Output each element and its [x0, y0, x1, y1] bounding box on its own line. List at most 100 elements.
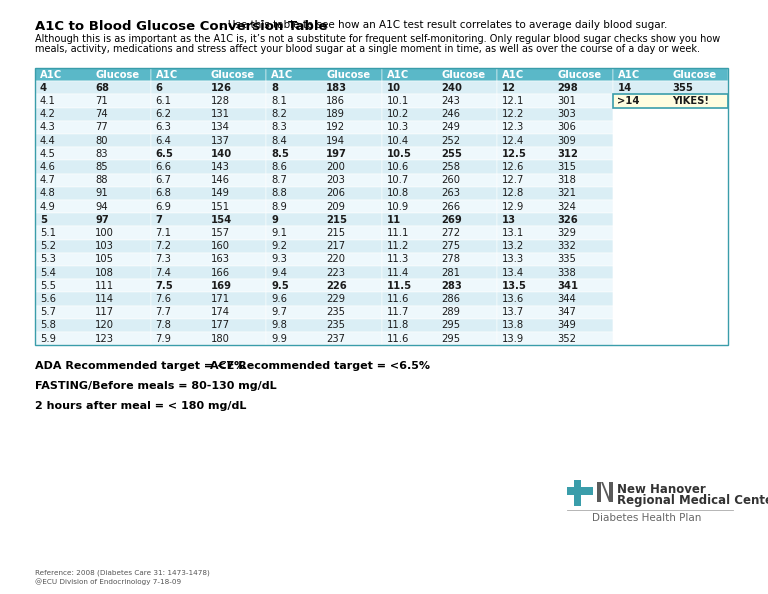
Bar: [151, 160, 266, 173]
Text: Glucose: Glucose: [557, 69, 601, 80]
Bar: [613, 292, 728, 305]
Text: 171: 171: [210, 294, 230, 304]
Bar: [497, 200, 613, 213]
Text: 197: 197: [326, 149, 347, 159]
Bar: [382, 319, 497, 332]
Text: @ECU Division of Endocrinology 7-18-09: @ECU Division of Endocrinology 7-18-09: [35, 578, 181, 584]
Bar: [382, 187, 497, 200]
Text: 318: 318: [557, 175, 576, 185]
Bar: [497, 173, 613, 187]
Bar: [613, 147, 728, 160]
Bar: [151, 253, 266, 266]
Bar: [613, 319, 728, 332]
Text: 332: 332: [557, 241, 576, 251]
Text: 12: 12: [502, 83, 516, 93]
Bar: [497, 187, 613, 200]
Text: 295: 295: [442, 334, 461, 343]
Bar: [266, 187, 382, 200]
Bar: [35, 68, 151, 81]
Bar: [35, 239, 151, 253]
Bar: [35, 226, 151, 239]
Text: 341: 341: [557, 281, 578, 291]
Text: 10.9: 10.9: [386, 201, 409, 211]
Text: 298: 298: [557, 83, 578, 93]
Text: A1C: A1C: [386, 69, 409, 80]
Bar: [613, 187, 728, 200]
Text: 215: 215: [326, 228, 345, 238]
Text: 10.3: 10.3: [386, 122, 409, 132]
Text: 10.2: 10.2: [386, 109, 409, 119]
Bar: [497, 147, 613, 160]
Text: 13.2: 13.2: [502, 241, 525, 251]
Bar: [382, 332, 497, 345]
Text: 169: 169: [210, 281, 232, 291]
Bar: [613, 94, 728, 108]
Text: 8.7: 8.7: [271, 175, 287, 185]
Text: 283: 283: [442, 281, 462, 291]
Text: 120: 120: [95, 320, 114, 330]
Text: 321: 321: [557, 188, 576, 198]
Text: 13: 13: [502, 215, 516, 225]
Text: 329: 329: [557, 228, 576, 238]
Text: 6.3: 6.3: [155, 122, 171, 132]
Text: 306: 306: [557, 122, 576, 132]
Bar: [35, 253, 151, 266]
Bar: [151, 239, 266, 253]
Bar: [35, 160, 151, 173]
Text: 12.9: 12.9: [502, 201, 525, 211]
Text: 312: 312: [557, 149, 578, 159]
Text: 4.8: 4.8: [40, 188, 56, 198]
Bar: [266, 292, 382, 305]
Text: 5.8: 5.8: [40, 320, 56, 330]
Text: 5.2: 5.2: [40, 241, 56, 251]
Bar: [266, 108, 382, 121]
Bar: [497, 332, 613, 345]
Bar: [382, 226, 497, 239]
Text: 6.1: 6.1: [155, 96, 171, 106]
Text: 8: 8: [271, 83, 278, 93]
Text: 88: 88: [95, 175, 108, 185]
Text: 97: 97: [95, 215, 109, 225]
Bar: [151, 121, 266, 134]
Bar: [382, 266, 497, 279]
Bar: [266, 200, 382, 213]
Bar: [35, 81, 151, 94]
Text: 4.3: 4.3: [40, 122, 56, 132]
Text: 10.4: 10.4: [386, 135, 409, 146]
Bar: [266, 160, 382, 173]
Text: Glucose: Glucose: [673, 69, 717, 80]
Text: ACE Recommended target = <6.5%: ACE Recommended target = <6.5%: [210, 361, 430, 371]
Bar: [151, 187, 266, 200]
Bar: [151, 213, 266, 226]
Bar: [613, 81, 728, 94]
Bar: [613, 121, 728, 134]
Text: 4.1: 4.1: [40, 96, 56, 106]
Text: 5.7: 5.7: [40, 307, 56, 317]
Text: 206: 206: [326, 188, 345, 198]
Bar: [382, 279, 497, 292]
Bar: [151, 292, 266, 305]
Text: 13.1: 13.1: [502, 228, 525, 238]
Text: 9.9: 9.9: [271, 334, 287, 343]
Text: 286: 286: [442, 294, 461, 304]
Bar: [151, 68, 266, 81]
Polygon shape: [601, 482, 611, 502]
Bar: [382, 213, 497, 226]
Text: 180: 180: [210, 334, 230, 343]
Bar: [382, 134, 497, 147]
Text: 10.5: 10.5: [386, 149, 412, 159]
Text: 258: 258: [442, 162, 461, 172]
Bar: [35, 332, 151, 345]
Text: 128: 128: [210, 96, 230, 106]
Bar: [497, 121, 613, 134]
Text: 5.1: 5.1: [40, 228, 56, 238]
Text: 249: 249: [442, 122, 461, 132]
Text: 94: 94: [95, 201, 108, 211]
Bar: [266, 173, 382, 187]
Bar: [266, 213, 382, 226]
Bar: [382, 305, 497, 319]
Text: 12.5: 12.5: [502, 149, 527, 159]
Text: 157: 157: [210, 228, 230, 238]
Bar: [151, 147, 266, 160]
Text: 8.8: 8.8: [271, 188, 286, 198]
